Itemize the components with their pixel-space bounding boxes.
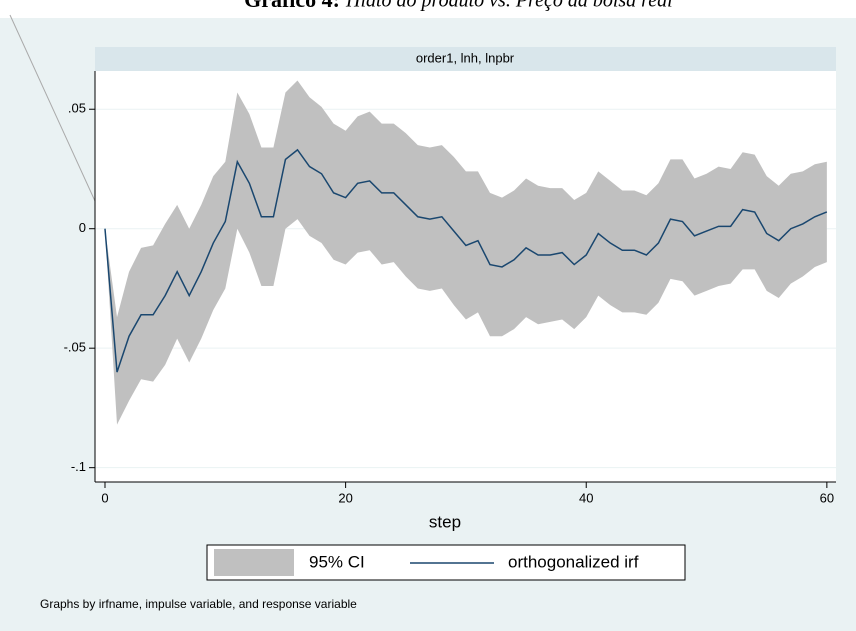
y-tick-label: -.1 (71, 459, 86, 474)
y-tick-label: .05 (68, 101, 86, 116)
page-title: Hiato do produto vs. Preço da bolsa real (345, 0, 673, 12)
page-title-label: Gráfico 4: (244, 0, 340, 12)
ci-band (104, 80, 827, 425)
irf-line (104, 148, 828, 373)
panel-header (95, 47, 836, 71)
x-tick-label: 20 (338, 490, 352, 505)
x-axis-label: step (429, 512, 461, 531)
legend-label: orthogonalized irf (508, 552, 639, 571)
y-tick-label: -.05 (64, 340, 86, 355)
decor-line (9, 14, 101, 213)
x-tick-label: 60 (820, 490, 834, 505)
y-tick-label: 0 (79, 220, 86, 235)
legend-swatch (214, 549, 294, 576)
panel-title: order1, lnh, lnpbr (416, 50, 515, 65)
x-tick-label: 40 (579, 490, 593, 505)
legend-label: 95% CI (309, 552, 365, 571)
note: Graphs by irfname, impulse variable, and… (40, 597, 357, 611)
x-tick-label: 0 (101, 490, 108, 505)
